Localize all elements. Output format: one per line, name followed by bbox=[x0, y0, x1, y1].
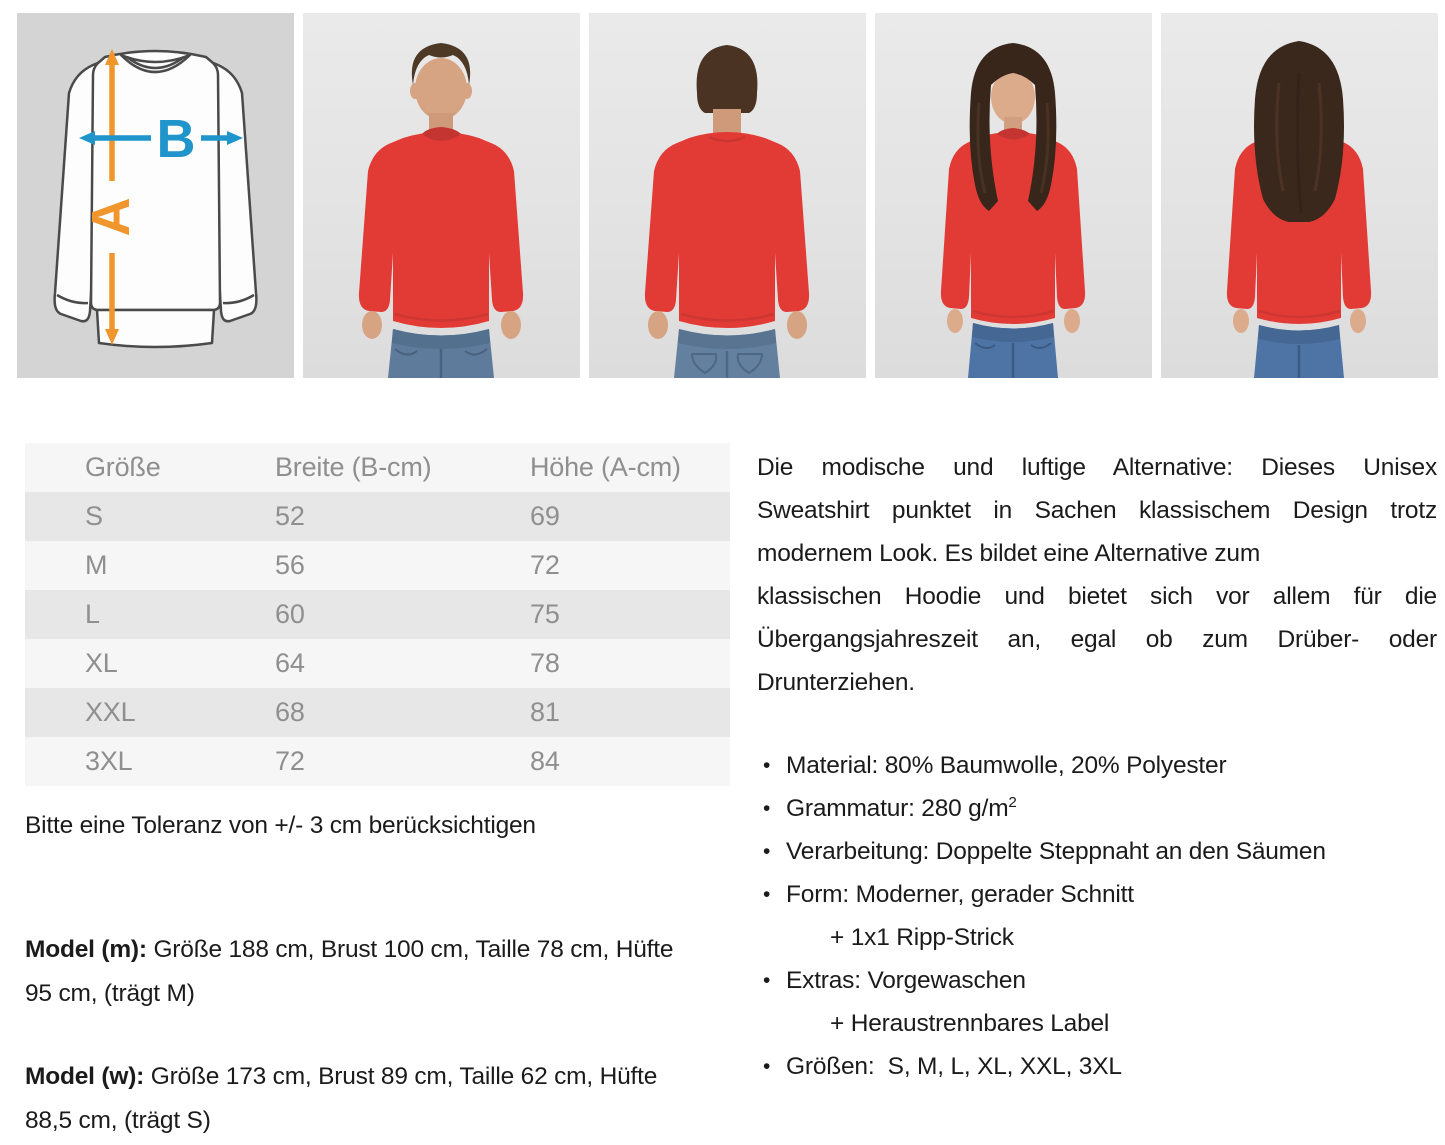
measure-label-a: A bbox=[81, 198, 141, 237]
table-row: XL 64 78 bbox=[25, 639, 730, 688]
feature-item-material: Material: 80% Baumwolle, 20% Polyester bbox=[757, 744, 1445, 787]
model-w-label: Model (w): bbox=[25, 1062, 145, 1090]
product-description: Die modische und luftige Alternative: Di… bbox=[757, 446, 1437, 704]
description-line: modernem Look. Es bildet eine Alternativ… bbox=[757, 540, 1261, 567]
feature-subline: + Heraustrennbares Label bbox=[830, 1010, 1110, 1037]
measure-label-b: B bbox=[157, 109, 196, 169]
product-image-gallery: A B bbox=[17, 13, 1438, 378]
feature-item-groessen: Größen: S, M, L, XL, XXL, 3XL bbox=[757, 1045, 1445, 1088]
model-m-info: Model (m): Größe 188 cm, Brust 100 cm, T… bbox=[25, 935, 674, 1007]
sweatshirt-front bbox=[940, 132, 1086, 324]
sweatshirt-front bbox=[358, 132, 524, 328]
product-photo-female-back[interactable] bbox=[1161, 13, 1438, 378]
feature-item-extras: Extras: Vorgewaschen + Heraustrennbares … bbox=[757, 959, 1445, 1045]
hair bbox=[1254, 41, 1344, 222]
female-front-illustration bbox=[940, 43, 1086, 378]
table-row: XXL 68 81 bbox=[25, 688, 730, 737]
tolerance-note: Bitte eine Toleranz von +/- 3 cm berücks… bbox=[25, 812, 536, 839]
model-m-label: Model (m): bbox=[25, 935, 147, 963]
product-photo-female-front[interactable] bbox=[875, 13, 1152, 378]
table-row: 3XL 72 84 bbox=[25, 737, 730, 786]
feature-item-form: Form: Moderner, gerader Schnitt + 1x1 Ri… bbox=[757, 873, 1445, 959]
measure-arrow-a: A bbox=[81, 49, 141, 345]
size-table: Größe Breite (B-cm) Höhe (A-cm) S 52 69 … bbox=[25, 443, 730, 786]
col-header-groesse: Größe bbox=[85, 452, 161, 482]
sweatshirt-back bbox=[644, 132, 810, 328]
hair bbox=[969, 43, 1057, 211]
table-row: L 60 75 bbox=[25, 590, 730, 639]
superscript-2: 2 bbox=[1008, 793, 1017, 811]
description-line: Drunterziehen. bbox=[757, 669, 915, 696]
size-table-header-row: Größe Breite (B-cm) Höhe (A-cm) bbox=[25, 443, 730, 492]
measure-arrow-b: B bbox=[79, 109, 243, 169]
product-photo-male-back[interactable] bbox=[589, 13, 866, 378]
description-line: Übergangsjahreszeit an, egal ob zum Drüb… bbox=[757, 626, 1437, 653]
description-line: klassischen Hoodie und bietet sich vor a… bbox=[757, 583, 1437, 610]
table-row: M 56 72 bbox=[25, 541, 730, 590]
sweatshirt-measure-diagram: A B bbox=[53, 49, 258, 349]
col-header-hoehe: Höhe (A-cm) bbox=[530, 452, 681, 482]
model-w-info: Model (w): Größe 173 cm, Brust 89 cm, Ta… bbox=[25, 1062, 658, 1134]
feature-item-grammatur: Grammatur: 280 g/m2 bbox=[757, 787, 1445, 830]
product-photo-male-front[interactable] bbox=[303, 13, 580, 378]
sweatshirt-outline-icon bbox=[53, 49, 258, 349]
male-front-illustration bbox=[358, 43, 524, 378]
table-row: S 52 69 bbox=[25, 492, 730, 541]
col-header-breite: Breite (B-cm) bbox=[275, 452, 432, 482]
feature-item-verarbeitung: Verarbeitung: Doppelte Steppnaht an den … bbox=[757, 830, 1445, 873]
feature-list: Material: 80% Baumwolle, 20% Polyester G… bbox=[757, 744, 1445, 1088]
description-line: Die modische und luftige Alternative: Di… bbox=[757, 454, 1437, 481]
feature-subline: + 1x1 Ripp-Strick bbox=[830, 924, 1014, 951]
size-diagram-image[interactable]: A B bbox=[17, 13, 294, 378]
description-line: Sweatshirt punktet in Sachen klassischem… bbox=[757, 497, 1437, 524]
male-back-illustration bbox=[644, 45, 810, 378]
female-back-illustration bbox=[1226, 41, 1372, 378]
